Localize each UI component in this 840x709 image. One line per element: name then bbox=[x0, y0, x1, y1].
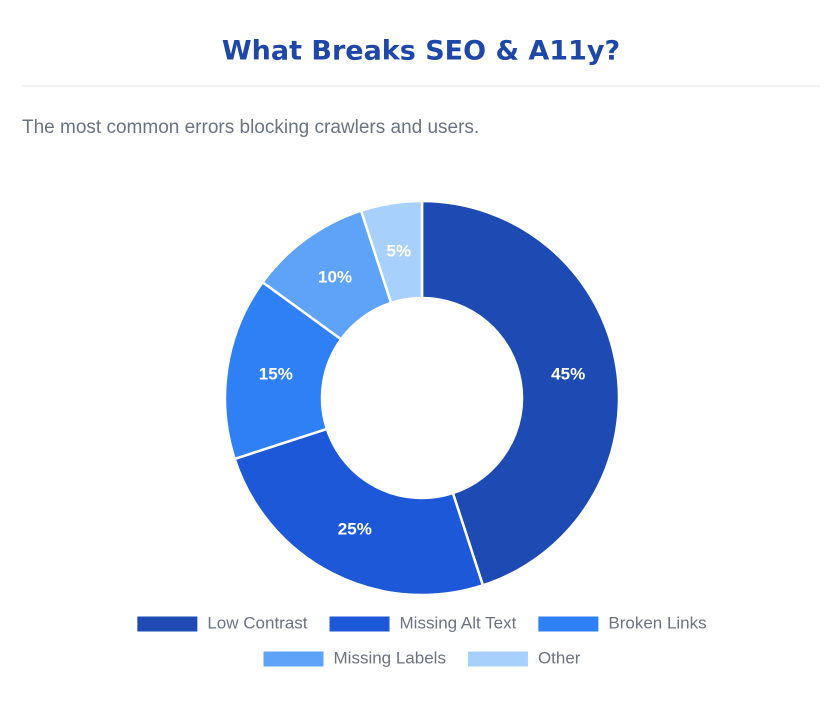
legend-item: Missing Labels bbox=[263, 648, 446, 667]
legend-item: Other bbox=[467, 648, 581, 667]
legend-label: Missing Alt Text bbox=[400, 613, 517, 632]
slice-label: 5% bbox=[387, 241, 412, 260]
slice-label: 25% bbox=[338, 519, 372, 538]
slice-label: 45% bbox=[551, 364, 585, 383]
legend-label: Other bbox=[538, 648, 581, 667]
legend-item: Missing Alt Text bbox=[329, 613, 517, 632]
legend-swatch bbox=[467, 651, 528, 667]
slice-label: 10% bbox=[318, 268, 352, 287]
legend-label: Missing Labels bbox=[334, 648, 446, 667]
legend-swatch bbox=[538, 616, 599, 632]
legend-label: Low Contrast bbox=[207, 613, 307, 632]
legend-item: Low Contrast bbox=[137, 613, 308, 632]
chart-title: What Breaks SEO & A11y? bbox=[222, 36, 620, 67]
donut-slice bbox=[233, 427, 485, 597]
chart-subtitle: The most common errors blocking crawlers… bbox=[22, 117, 479, 138]
legend-swatch bbox=[329, 616, 390, 632]
donut-slice bbox=[420, 199, 621, 587]
donut-slice bbox=[359, 199, 424, 305]
legend-label: Broken Links bbox=[608, 613, 706, 632]
legend-swatch bbox=[137, 616, 198, 632]
legend-swatch bbox=[263, 651, 324, 667]
slice-label: 15% bbox=[259, 364, 293, 383]
legend-item: Broken Links bbox=[538, 613, 707, 632]
